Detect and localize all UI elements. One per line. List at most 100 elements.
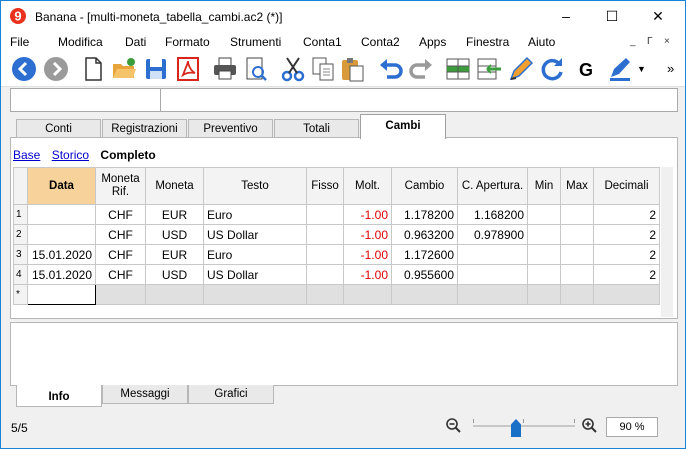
edit-icon[interactable] xyxy=(507,55,535,83)
cell-max[interactable] xyxy=(560,224,594,245)
current-cell[interactable] xyxy=(27,284,96,305)
cell-data[interactable]: 15.01.2020 xyxy=(27,244,96,265)
cell-data[interactable]: 15.01.2020 xyxy=(27,264,96,285)
cell-c-apertura[interactable] xyxy=(457,244,528,265)
cell-testo[interactable]: US Dollar xyxy=(203,264,307,285)
column-header-fisso[interactable]: Fisso xyxy=(306,167,344,205)
maximize-button[interactable]: ☐ xyxy=(605,8,619,24)
cell-moneta[interactable]: EUR xyxy=(145,204,204,225)
title-bar[interactable]: 9 Banana - [multi-moneta_tabella_cambi.a… xyxy=(1,1,685,32)
cell-fisso[interactable] xyxy=(306,204,344,225)
cell-moneta[interactable]: USD xyxy=(145,264,204,285)
close-button[interactable]: ✕ xyxy=(652,8,664,24)
open-folder-icon[interactable] xyxy=(110,55,138,83)
redo-icon[interactable] xyxy=(407,55,435,83)
table-row[interactable]: 4 15.01.2020 CHF USD US Dollar -1.00 0.9… xyxy=(13,264,660,285)
cell-min[interactable] xyxy=(527,224,561,245)
cell-moneta[interactable]: EUR xyxy=(145,244,204,265)
delete-row-icon[interactable] xyxy=(475,55,503,83)
cell-cambio[interactable]: 1.172600 xyxy=(391,244,458,265)
column-header-testo[interactable]: Testo xyxy=(203,167,307,205)
cell-molt[interactable]: -1.00 xyxy=(343,224,392,245)
cell-c-apertura[interactable]: 0.978900 xyxy=(457,224,528,245)
cell-decimali[interactable]: 2 xyxy=(593,264,660,285)
pen-dropdown-icon[interactable]: ▼ xyxy=(637,64,646,74)
menu-finestra[interactable]: Finestra xyxy=(466,35,510,49)
cell-cambio[interactable]: 0.963200 xyxy=(391,224,458,245)
cell-molt[interactable]: -1.00 xyxy=(343,244,392,265)
cell-max[interactable] xyxy=(560,244,594,265)
cell-decimali[interactable]: 2 xyxy=(593,244,660,265)
table-row[interactable]: 2 CHF USD US Dollar -1.00 0.963200 0.978… xyxy=(13,224,660,245)
zoom-slider-thumb[interactable] xyxy=(511,419,521,437)
print-icon[interactable] xyxy=(211,55,239,83)
cell-cambio[interactable]: 1.178200 xyxy=(391,204,458,225)
tab-grafici[interactable]: Grafici xyxy=(188,385,274,404)
column-header-decimali[interactable]: Decimali xyxy=(593,167,660,205)
new-row-cell[interactable] xyxy=(343,284,392,305)
cell-address-field[interactable] xyxy=(11,89,160,111)
cut-icon[interactable] xyxy=(279,55,307,83)
view-storico-link[interactable]: Storico xyxy=(51,148,90,162)
table-row[interactable]: 1 CHF EUR Euro -1.00 1.178200 1.168200 2 xyxy=(13,204,660,225)
cell-fisso[interactable] xyxy=(306,264,344,285)
new-row[interactable]: * xyxy=(13,284,660,305)
recheck-icon[interactable] xyxy=(538,55,566,83)
column-header-moneta-rif[interactable]: Moneta Rif. xyxy=(95,167,146,205)
view-completo-link[interactable]: Completo xyxy=(100,148,156,162)
mdi-minimize-button[interactable]: _ xyxy=(630,36,636,47)
zoom-out-icon[interactable] xyxy=(445,417,461,433)
mdi-close-button[interactable]: × xyxy=(664,36,670,47)
cell-max[interactable] xyxy=(560,204,594,225)
cell-data[interactable] xyxy=(27,204,96,225)
column-header-c-apertura[interactable]: C. Apertura. xyxy=(457,167,528,205)
column-header-cambio[interactable]: Cambio xyxy=(391,167,458,205)
cell-moneta-rif[interactable]: CHF xyxy=(95,244,146,265)
menu-conta2[interactable]: Conta2 xyxy=(361,35,400,49)
cell-molt[interactable]: -1.00 xyxy=(343,204,392,225)
insert-row-icon[interactable] xyxy=(444,55,472,83)
new-row-cell[interactable] xyxy=(527,284,561,305)
tab-preventivo[interactable]: Preventivo xyxy=(188,119,273,138)
menu-modifica[interactable]: Modifica xyxy=(58,35,103,49)
paste-icon[interactable] xyxy=(339,55,367,83)
pen-icon[interactable] xyxy=(606,55,634,83)
minimize-button[interactable]: – xyxy=(562,8,570,24)
menu-aiuto[interactable]: Aiuto xyxy=(528,35,556,49)
cell-moneta-rif[interactable]: CHF xyxy=(95,224,146,245)
zoom-level-field[interactable]: 90 % xyxy=(606,417,658,437)
cell-data[interactable] xyxy=(27,224,96,245)
cell-max[interactable] xyxy=(560,264,594,285)
vertical-scrollbar[interactable] xyxy=(661,167,673,317)
zoom-in-icon[interactable] xyxy=(581,417,597,433)
cell-testo[interactable]: US Dollar xyxy=(203,224,307,245)
view-base-link[interactable]: Base xyxy=(13,148,41,162)
cell-cambio[interactable]: 0.955600 xyxy=(391,264,458,285)
print-preview-icon[interactable] xyxy=(242,55,270,83)
forward-icon[interactable] xyxy=(42,55,70,83)
column-header-max[interactable]: Max xyxy=(560,167,594,205)
menu-formato[interactable]: Formato xyxy=(165,35,210,49)
undo-icon[interactable] xyxy=(377,55,405,83)
cell-molt[interactable]: -1.00 xyxy=(343,264,392,285)
cell-testo[interactable]: Euro xyxy=(203,204,307,225)
column-header-molt[interactable]: Molt. xyxy=(343,167,392,205)
tab-info[interactable]: Info xyxy=(16,385,102,407)
table-row[interactable]: 3 15.01.2020 CHF EUR Euro -1.00 1.172600… xyxy=(13,244,660,265)
new-row-cell[interactable] xyxy=(560,284,594,305)
cell-min[interactable] xyxy=(527,204,561,225)
new-row-cell[interactable] xyxy=(95,284,146,305)
cell-fisso[interactable] xyxy=(306,244,344,265)
cell-decimali[interactable]: 2 xyxy=(593,224,660,245)
tab-conti[interactable]: Conti xyxy=(16,119,101,138)
cell-min[interactable] xyxy=(527,264,561,285)
new-row-cell[interactable] xyxy=(593,284,660,305)
column-header-moneta[interactable]: Moneta xyxy=(145,167,204,205)
pdf-icon[interactable] xyxy=(174,55,202,83)
cell-moneta-rif[interactable]: CHF xyxy=(95,264,146,285)
mdi-restore-button[interactable]: Г xyxy=(647,36,653,47)
tab-messaggi[interactable]: Messaggi xyxy=(102,385,188,404)
menu-strumenti[interactable]: Strumenti xyxy=(230,35,282,49)
new-document-icon[interactable] xyxy=(79,55,107,83)
g-icon[interactable]: G xyxy=(579,60,594,80)
